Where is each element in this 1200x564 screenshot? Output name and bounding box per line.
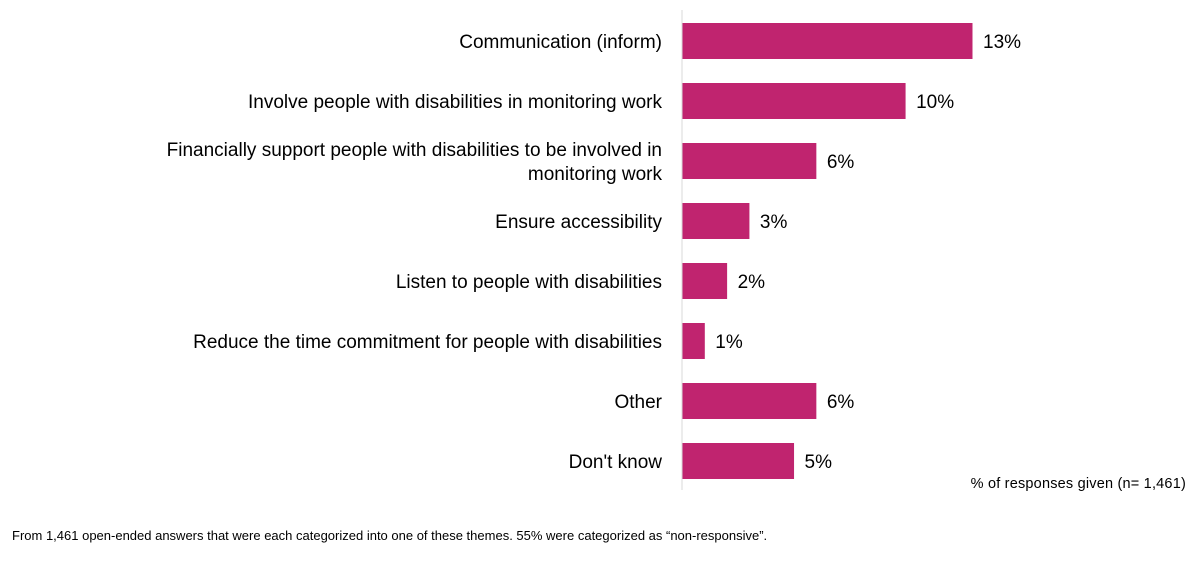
- bar-value-label: 1%: [715, 332, 743, 353]
- bar-value-label: 10%: [916, 92, 954, 113]
- bar: [682, 323, 705, 359]
- bar-value-label: 3%: [760, 212, 788, 233]
- category-label: Listen to people with disabilities: [396, 272, 662, 293]
- bar: [682, 443, 795, 479]
- bar-value-label: 13%: [983, 32, 1021, 53]
- category-label: Involve people with disabilities in moni…: [248, 92, 662, 113]
- category-label: Don't know: [569, 452, 663, 473]
- bar-value-label: 2%: [738, 272, 766, 293]
- category-label: monitoring work: [528, 164, 663, 185]
- bar: [682, 83, 906, 119]
- category-label: Other: [614, 392, 662, 413]
- bar: [682, 383, 817, 419]
- category-label: Ensure accessibility: [495, 212, 662, 233]
- bar-value-label: 6%: [827, 392, 855, 413]
- bar: [682, 23, 973, 59]
- category-label: Reduce the time commitment for people wi…: [193, 332, 662, 353]
- chart-footnote: From 1,461 open-ended answers that were …: [12, 528, 768, 543]
- bar: [682, 203, 750, 239]
- bar-value-label: 5%: [805, 452, 833, 473]
- x-axis-label: % of responses given (n= 1,461): [970, 476, 1186, 492]
- bar: [682, 263, 728, 299]
- bar: [682, 143, 817, 179]
- category-label: Communication (inform): [459, 32, 662, 53]
- category-label: Financially support people with disabili…: [167, 140, 662, 161]
- bar-value-label: 6%: [827, 152, 855, 173]
